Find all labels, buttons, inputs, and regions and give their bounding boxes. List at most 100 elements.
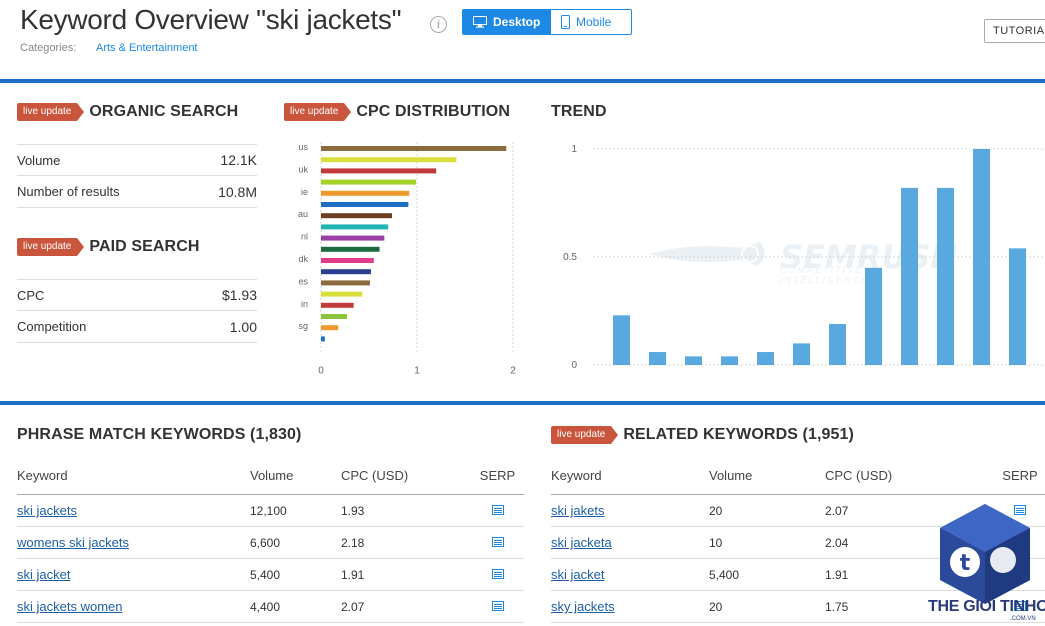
cpc-cell: 1.75 [825,599,849,614]
organic-search-table: Volume 12.1K Number of results 10.8M [17,144,257,208]
trend-bar [613,315,630,365]
cpc-bar [321,246,380,252]
info-icon[interactable]: i [430,16,447,33]
serp-icon[interactable] [1014,504,1026,515]
keyword-link[interactable]: ski jacket [17,567,71,582]
trend-bar [685,356,702,365]
column-header-cpc[interactable]: CPC (USD) [341,468,409,483]
keyword-link[interactable]: sky jackets [551,599,615,614]
live-update-badge: live update [17,238,85,256]
live-update-badge: live update [17,103,85,121]
serp-icon[interactable] [491,504,504,515]
column-header-keyword[interactable]: Keyword [17,468,68,483]
paid-row: CPC $1.93 [17,279,257,311]
table-row: womens ski jackets 6,600 2.18 [17,527,524,559]
section-divider [0,401,1045,405]
cpc-distribution-title: CPC DISTRIBUTION [356,103,510,120]
thegioitinhoc-logo-icon: t [940,504,1030,604]
column-header-cpc[interactable]: CPC (USD) [825,468,893,483]
mobile-icon [561,15,570,29]
trend-bar [757,352,774,365]
paid-row: Competition 1.00 [17,311,257,343]
table-row: ski jacket 5,400 1.91 [17,559,524,591]
serp-icon[interactable] [491,600,504,611]
live-update-badge: live update [284,103,352,121]
phrase-match-title: PHRASE MATCH KEYWORDS (1,830) [17,426,302,443]
x-tick-label: 1 [414,366,420,375]
cpc-distribution-chart: 0 1 2 us uk ie au nl dk es in sg [298,142,516,375]
y-tick-label: 0 [571,360,577,371]
mobile-tab[interactable]: Mobile [551,10,631,34]
paid-value: $1.93 [221,287,257,303]
desktop-tab[interactable]: Desktop [463,10,551,34]
country-label: uk [298,164,308,174]
desktop-tab-label: Desktop [493,15,541,29]
trend-bar [937,187,954,365]
x-tick-label: 0 [318,366,324,375]
serp-icon[interactable] [1014,600,1026,611]
section-divider [0,79,1045,83]
cpc-bar [321,168,437,174]
organic-row: Volume 12.1K [17,144,257,176]
trend-bar [721,356,738,365]
keyword-link[interactable]: ski jacketa [551,535,612,550]
cpc-bar [321,202,409,207]
volume-cell: 20 [709,599,723,614]
cpc-bar [321,157,457,163]
cpc-bar [321,291,363,297]
cpc-cell: 1.91 [341,567,365,582]
serp-icon[interactable] [491,536,504,547]
table-header: Keyword Volume CPC (USD) SERP [17,457,524,495]
volume-cell: 20 [709,503,723,518]
volume-cell: 4,400 [250,599,281,614]
keyword-link[interactable]: ski jackets women [17,599,123,614]
paid-value: 1.00 [229,318,257,335]
trend-title: TREND [551,103,607,120]
country-label: dk [298,254,308,264]
serp-icon[interactable] [491,568,504,579]
cpc-bar [321,269,371,275]
column-header-serp: SERP [1002,468,1038,483]
column-header-keyword[interactable]: Keyword [551,468,602,483]
cpc-bar [321,280,370,286]
cpc-cell: 2.04 [825,535,849,550]
thegioitinhoc-logo-sub: .COM.VN [1010,616,1036,622]
paid-label: CPC [17,287,45,303]
country-label: in [301,299,308,309]
volume-cell: 5,400 [250,567,281,582]
organic-value: 12.1K [220,152,257,168]
trend-bar [901,187,918,365]
y-tick-label: 1 [571,144,577,155]
column-header-volume[interactable]: Volume [709,468,753,483]
volume-cell: 10 [709,535,723,550]
organic-search-header: live update ORGANIC SEARCH [17,103,238,121]
categories: Categories: Arts & Entertainment [20,42,198,54]
paid-search-title: PAID SEARCH [89,238,200,255]
cpc-cell: 1.91 [825,567,849,582]
keyword-link[interactable]: ski jakets [551,503,605,518]
table-row: sky jackets 20 1.75 [551,591,1045,623]
table-row: ski jackets women 4,400 2.07 [17,591,524,623]
paid-label: Competition [17,319,87,334]
page-title: Keyword Overview "ski jackets" [20,4,402,35]
column-header-volume[interactable]: Volume [250,468,294,483]
organic-search-title: ORGANIC SEARCH [89,103,239,120]
trend-bar [973,149,990,365]
categories-label: Categories: [20,42,77,54]
trend-bar [865,267,882,365]
category-link[interactable]: Arts & Entertainment [96,42,198,54]
keyword-link[interactable]: ski jackets [17,503,77,518]
country-label: au [298,209,308,219]
keyword-link[interactable]: womens ski jackets [17,535,129,550]
column-header-serp: SERP [479,468,516,483]
country-label: es [298,276,308,286]
cpc-cell: 2.18 [341,535,365,550]
cpc-bar [321,190,410,196]
cpc-cell: 1.93 [341,503,365,518]
tutorial-button[interactable]: TUTORIAL [984,19,1045,43]
x-tick-label: 2 [510,366,516,375]
paid-search-table: CPC $1.93 Competition 1.00 [17,279,257,343]
keyword-link[interactable]: ski jacket [551,567,605,582]
cpc-bar [321,179,417,185]
cpc-bar [321,336,325,342]
